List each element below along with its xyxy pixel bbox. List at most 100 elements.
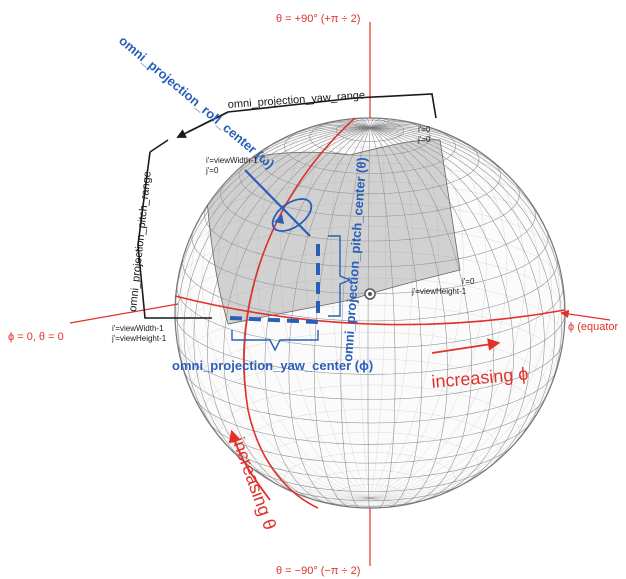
grid-line: [176, 342, 342, 400]
grid-line: [369, 192, 560, 499]
corner-top-left-1: i'=viewWidth-1: [206, 156, 258, 165]
yaw-center-label: omni_projection_yaw_center (ϕ): [172, 358, 373, 373]
grid-line: [369, 118, 384, 129]
grid-line: [369, 127, 472, 505]
pitch-range-bracket: [137, 151, 212, 319]
center-point-inner: [368, 292, 372, 296]
grid-line: [207, 162, 532, 205]
grid-line: [275, 483, 354, 501]
grid-line: [369, 411, 539, 499]
grid-line: [329, 121, 371, 129]
grid-line: [187, 127, 371, 245]
grid-line: [350, 158, 501, 217]
grid-line: [208, 422, 346, 463]
grid-line: [369, 497, 388, 508]
grid-line: [369, 498, 379, 508]
grid-line: [369, 476, 477, 501]
grid-line: [260, 143, 354, 194]
corner-bottom-left-1: i'=viewWidth-1: [112, 324, 164, 333]
yaw-center-brace: [231, 330, 319, 352]
equator-line: [174, 295, 566, 326]
grid-line: [369, 127, 524, 193]
equator-label: ϕ (equator: [568, 321, 619, 333]
grid-line: [175, 127, 371, 325]
grid-line: [369, 118, 392, 129]
grid-line: [264, 127, 371, 505]
grid-line: [206, 127, 371, 489]
grid-line: [239, 409, 501, 468]
grid-line: [369, 127, 562, 412]
grid-line: [369, 118, 386, 499]
roll-rotation-loop: [271, 198, 313, 232]
grid-line: [228, 446, 348, 479]
grid-line: [360, 498, 371, 508]
grid-line: [369, 127, 514, 498]
grid-line: [369, 127, 556, 455]
grid-line: [235, 125, 371, 499]
grid-line: [176, 284, 342, 348]
grid-line: [369, 122, 487, 499]
grid-line: [367, 127, 371, 508]
grid-line: [369, 497, 398, 507]
grid-line: [176, 244, 371, 499]
grid-line: [300, 123, 371, 131]
grid-line: [369, 127, 557, 255]
prime-meridian-line: [243, 117, 356, 509]
grid-line: [340, 312, 565, 375]
grid-line: [182, 202, 557, 260]
sphere-grid: [175, 118, 565, 508]
grid-line: [256, 122, 371, 499]
grid-line: [350, 464, 493, 492]
grid-line: [175, 313, 341, 374]
corner-top-right-2: j'=0: [417, 135, 431, 144]
grid-line: [341, 255, 558, 322]
grid-line: [252, 126, 371, 158]
grid-line: [204, 358, 536, 423]
grid-line: [347, 443, 515, 480]
grid-line: [194, 397, 344, 444]
grid-line: [369, 497, 421, 505]
grid-line: [220, 127, 371, 189]
pitch-center-brace: [328, 235, 352, 317]
grid-line: [192, 181, 546, 233]
corner-top-left-2: j'=0: [205, 166, 219, 175]
grid-line: [351, 497, 371, 508]
grid-line: [182, 259, 343, 321]
grid-line: [176, 277, 564, 343]
grid-line: [369, 127, 448, 507]
grid-line: [369, 488, 454, 502]
roll-rotation-arrowhead: [274, 214, 284, 224]
axis-left: [69, 303, 179, 324]
grid-line: [329, 497, 371, 506]
grid-line: [369, 126, 492, 161]
grid-line: [182, 304, 558, 371]
grid-line: [260, 432, 480, 484]
grid-line: [369, 496, 436, 503]
grid-line: [369, 123, 444, 133]
corner-bottom-right-2: j'=viewHeight-1: [411, 287, 467, 296]
grid-line: [345, 203, 536, 268]
theta-bottom-label: θ = −90° (−π ÷ 2): [276, 565, 360, 577]
grid-line: [369, 125, 463, 142]
grid-line: [284, 128, 358, 174]
grid-line: [183, 370, 343, 423]
grid-line: [369, 132, 526, 499]
yaw-range-arrow: [176, 111, 229, 138]
grid-line: [225, 146, 512, 183]
grid-line: [193, 127, 371, 474]
theta-top-label: θ = +90° (+π ÷ 2): [276, 13, 360, 25]
grid-line: [369, 127, 565, 340]
grid-line: [239, 160, 351, 217]
grid-line: [369, 127, 545, 477]
grid-line: [343, 228, 549, 294]
grid-line: [340, 127, 371, 508]
corner-top-right-1: i'=0: [418, 125, 431, 134]
grid-line: [278, 125, 371, 142]
yaw-range-label: omni_projection_yaw_range: [227, 89, 365, 111]
grid-line: [284, 452, 456, 499]
pitch-range-top-tick: [149, 139, 169, 153]
grid-line: [369, 121, 412, 129]
grid-line: [191, 332, 549, 398]
grid-line: [369, 120, 464, 499]
